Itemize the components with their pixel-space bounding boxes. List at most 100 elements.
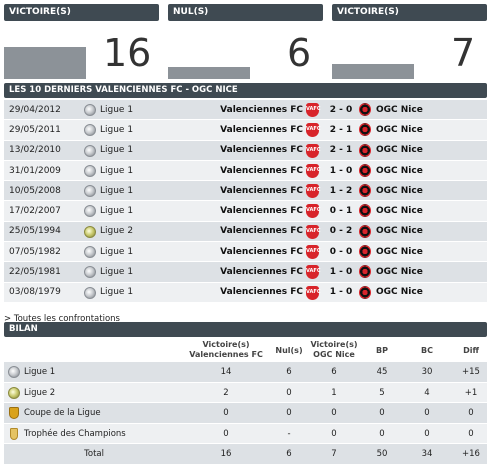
match-row[interactable]: 07/05/1982 Ligue 1 Valenciennes FC VAFC 0 - … bbox=[4, 242, 487, 263]
away-wins-bar bbox=[332, 64, 414, 79]
match-competition: Ligue 1 bbox=[100, 104, 134, 115]
bilan-cell-away-wins: 0 bbox=[331, 408, 337, 419]
match-away-team: OGC Nice bbox=[376, 104, 423, 115]
match-away-team: OGC Nice bbox=[376, 185, 423, 196]
match-competition: Ligue 1 bbox=[100, 185, 134, 196]
match-row[interactable]: 13/02/2010 Ligue 1 Valenciennes FC VAFC 2 - … bbox=[4, 140, 487, 161]
bilan-cell-home-wins: 14 bbox=[220, 367, 232, 377]
bilan-total-diff: +16 bbox=[462, 449, 480, 460]
ligue2-icon bbox=[8, 386, 20, 399]
nice-logo-icon bbox=[359, 163, 371, 177]
ligue1-icon bbox=[84, 185, 96, 198]
cup-icon bbox=[9, 407, 19, 420]
bilan-competition: Coupe de la Ligue bbox=[24, 408, 101, 419]
bilan-total-label: Total bbox=[84, 449, 104, 460]
match-row[interactable]: 29/05/2011 Ligue 1 Valenciennes FC VAFC 2 - … bbox=[4, 120, 487, 141]
match-date: 31/01/2009 bbox=[9, 165, 61, 176]
bilan-rows: Ligue 1 14 6 6 45 30 +15 Ligue 2 2 0 1 5 4 +1 Coupe de… bbox=[4, 362, 487, 465]
bilan-row: Ligue 1 14 6 6 45 30 +15 bbox=[4, 362, 487, 383]
valenciennes-logo-icon: VAFC bbox=[306, 224, 321, 239]
match-away-team: OGC Nice bbox=[376, 287, 423, 298]
match-competition: Ligue 1 bbox=[100, 267, 134, 278]
match-competition: Ligue 2 bbox=[100, 226, 134, 237]
match-score[interactable]: 0 - 2 bbox=[329, 226, 353, 237]
match-competition: Ligue 1 bbox=[100, 145, 134, 156]
bilan-total-away-wins: 7 bbox=[331, 449, 337, 460]
match-date: 10/05/2008 bbox=[9, 185, 61, 196]
bilan-cell-away-wins: 6 bbox=[331, 367, 337, 377]
ligue1-icon bbox=[84, 104, 96, 116]
match-competition: Ligue 1 bbox=[100, 124, 134, 135]
draws-bar bbox=[168, 67, 250, 79]
nice-logo-icon bbox=[359, 143, 371, 157]
match-away-team: OGC Nice bbox=[376, 267, 423, 278]
all-matches-link[interactable]: > Toutes les confrontations bbox=[4, 314, 120, 324]
bilan-cell-bp: 0 bbox=[379, 428, 385, 439]
nice-logo-icon bbox=[359, 123, 371, 137]
bilan-cell-bp: 45 bbox=[376, 367, 388, 377]
match-home-team: Valenciennes FC bbox=[220, 226, 303, 237]
bilan-table-head: Victoire(s) Valenciennes FC Nul(s) Victo… bbox=[4, 338, 487, 362]
match-score[interactable]: 2 - 0 bbox=[329, 104, 353, 115]
match-row[interactable]: 29/04/2012 Ligue 1 Valenciennes FC VAFC 2 - … bbox=[4, 100, 487, 121]
bilan-cell-bc: 4 bbox=[424, 387, 430, 398]
match-row[interactable]: 25/05/1994 Ligue 2 Valenciennes FC VAFC 0 - … bbox=[4, 221, 487, 243]
col-home-wins: Victoire(s) Valenciennes FC bbox=[189, 340, 263, 359]
bilan-cell-draws: 0 bbox=[286, 387, 292, 398]
match-home-team: Valenciennes FC bbox=[220, 104, 303, 115]
bilan-total-home-wins: 16 bbox=[220, 449, 232, 460]
nice-logo-icon bbox=[359, 285, 371, 299]
ligue2-icon bbox=[84, 225, 96, 238]
bilan-row: Trophée des Champions 0 - 0 0 0 0 bbox=[4, 423, 487, 445]
match-date: 17/02/2007 bbox=[9, 206, 61, 217]
match-date: 07/05/1982 bbox=[9, 246, 61, 257]
bilan-competition: Ligue 1 bbox=[24, 367, 56, 377]
match-score[interactable]: 2 - 1 bbox=[329, 145, 353, 156]
bilan-cell-diff: +15 bbox=[462, 367, 480, 377]
valenciennes-logo-icon: VAFC bbox=[306, 184, 321, 199]
nice-logo-icon bbox=[359, 204, 371, 218]
bilan-cell-home-wins: 0 bbox=[223, 408, 229, 419]
match-score[interactable]: 1 - 0 bbox=[329, 165, 353, 176]
bilan-total-bc: 34 bbox=[421, 449, 433, 460]
match-row[interactable]: 22/05/1981 Ligue 1 Valenciennes FC VAFC 1 - … bbox=[4, 262, 487, 283]
match-row[interactable]: 10/05/2008 Ligue 1 Valenciennes FC VAFC 1 - … bbox=[4, 181, 487, 202]
match-row[interactable]: 31/01/2009 Ligue 1 Valenciennes FC VAFC 1 - … bbox=[4, 160, 487, 182]
nice-logo-icon bbox=[359, 245, 371, 259]
matches-list: 29/04/2012 Ligue 1 Valenciennes FC VAFC 2 - … bbox=[4, 100, 487, 303]
match-home-team: Valenciennes FC bbox=[220, 206, 303, 217]
valenciennes-logo-icon: VAFC bbox=[306, 265, 321, 280]
home-wins-label: VICTOIRE(S) bbox=[9, 7, 71, 17]
bilan-cell-away-wins: 0 bbox=[331, 428, 337, 439]
home-wins-value: 16 bbox=[103, 31, 152, 75]
col-away-wins: Victoire(s) OGC Nice bbox=[310, 340, 358, 359]
match-score[interactable]: 1 - 0 bbox=[329, 287, 353, 298]
match-score[interactable]: 2 - 1 bbox=[329, 124, 353, 135]
match-date: 25/05/1994 bbox=[9, 226, 61, 237]
col-diff: Diff bbox=[463, 346, 479, 355]
match-score[interactable]: 0 - 1 bbox=[329, 206, 353, 217]
home-wins-bar bbox=[4, 47, 86, 79]
match-competition: Ligue 1 bbox=[100, 246, 134, 257]
match-row[interactable]: 17/02/2007 Ligue 1 Valenciennes FC VAFC 0 - … bbox=[4, 201, 487, 222]
match-away-team: OGC Nice bbox=[376, 124, 423, 135]
draws-label-box: NUL(S) bbox=[168, 4, 323, 21]
nice-logo-icon bbox=[359, 103, 371, 116]
match-home-team: Valenciennes FC bbox=[220, 246, 303, 257]
match-home-team: Valenciennes FC bbox=[220, 267, 303, 278]
match-score[interactable]: 1 - 0 bbox=[329, 267, 353, 278]
match-row[interactable]: 03/08/1979 Ligue 1 Valenciennes FC VAFC 1 - … bbox=[4, 282, 487, 303]
match-score[interactable]: 0 - 0 bbox=[329, 246, 353, 257]
ligue1-icon bbox=[84, 144, 96, 157]
valenciennes-logo-icon: VAFC bbox=[306, 285, 321, 300]
away-wins-label-box: VICTOIRE(S) bbox=[332, 4, 487, 21]
match-score[interactable]: 1 - 2 bbox=[329, 185, 353, 196]
match-away-team: OGC Nice bbox=[376, 165, 423, 176]
ligue1-icon bbox=[84, 286, 96, 299]
col-draws: Nul(s) bbox=[275, 346, 303, 355]
ligue1-icon bbox=[84, 124, 96, 137]
bilan-cell-bp: 5 bbox=[379, 387, 385, 398]
ligue1-icon bbox=[84, 266, 96, 279]
bilan-cell-bc: 0 bbox=[424, 408, 430, 419]
bilan-total-draws: 6 bbox=[286, 449, 292, 460]
